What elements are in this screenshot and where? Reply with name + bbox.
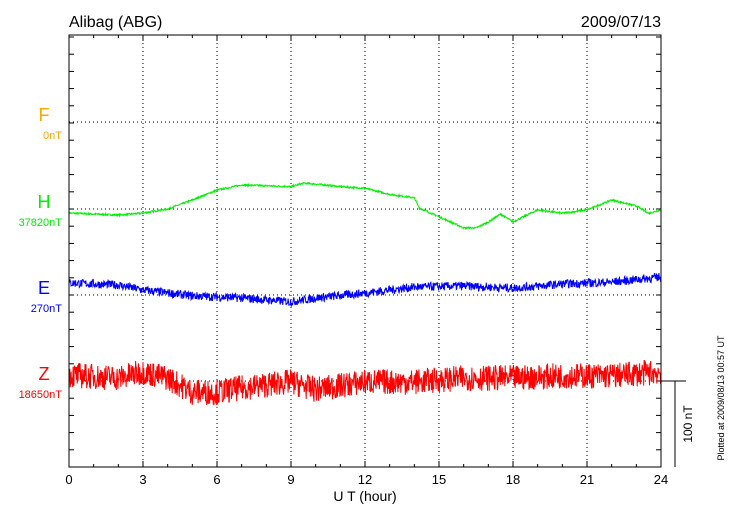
chart-date: 2009/07/13 xyxy=(581,14,661,31)
series-name-H: H xyxy=(38,192,51,212)
x-tick-label: 18 xyxy=(506,472,520,487)
series-baseline-F: 0nT xyxy=(43,130,62,142)
series-baseline-E: 270nT xyxy=(31,303,62,315)
grid xyxy=(69,35,661,468)
x-tick-label: 24 xyxy=(654,472,668,487)
trace-Z xyxy=(68,359,662,406)
x-tick-label: 15 xyxy=(432,472,446,487)
trace-H xyxy=(68,181,662,231)
x-tick-label: 21 xyxy=(580,472,594,487)
trace-E xyxy=(68,273,662,307)
x-ticks: 0 3 6 9 12 15 18 21 24 xyxy=(65,35,668,487)
x-tick-label: 0 xyxy=(65,472,72,487)
traces xyxy=(68,181,662,406)
x-axis-label: U T (hour) xyxy=(333,488,396,504)
x-tick-label: 6 xyxy=(213,472,220,487)
scale-label: 100 nT xyxy=(681,405,695,443)
x-tick-label: 3 xyxy=(139,472,146,487)
x-tick-label: 9 xyxy=(287,472,294,487)
series-name-E: E xyxy=(38,278,50,298)
plot-timestamp: Plotted at 2009/08/13 00:57 UT xyxy=(716,335,726,461)
series-baseline-Z: 18650nT xyxy=(19,389,63,401)
series-labels: F 0nT H 37820nT E 270nT Z 18650nT xyxy=(19,105,63,401)
series-name-Z: Z xyxy=(39,364,50,384)
chart-title: Alibag (ABG) xyxy=(69,14,162,31)
series-name-F: F xyxy=(39,105,50,125)
x-tick-label: 12 xyxy=(358,472,372,487)
series-baseline-H: 37820nT xyxy=(19,217,63,229)
